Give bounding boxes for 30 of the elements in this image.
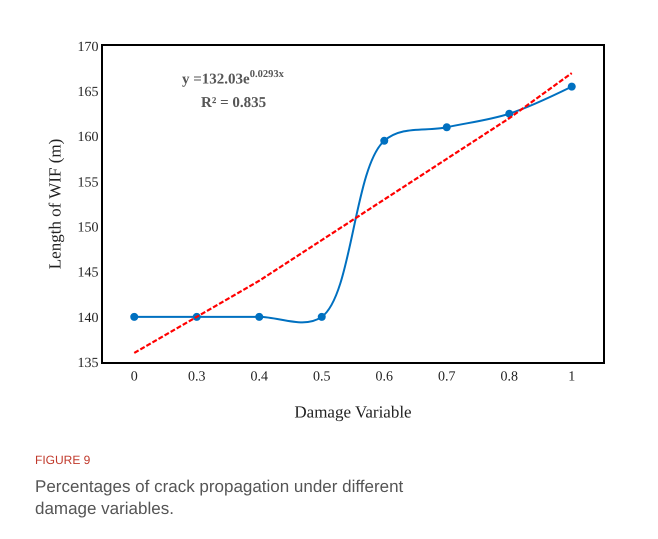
y-tick-label: 165 [77, 85, 98, 100]
point [255, 312, 264, 321]
caption: FIGURE 9 [35, 453, 91, 467]
point [380, 136, 388, 145]
point [130, 312, 138, 321]
y-tick-label: 150 [77, 220, 98, 236]
y-tick-label: 155 [77, 175, 98, 190]
y-axis-title: Length of WIF (m) [46, 138, 64, 270]
x-tick-label: 0.5 [313, 370, 330, 385]
x-tick-label: 0.7 [438, 370, 456, 385]
y-tick-label: 170 [77, 40, 98, 55]
x-tick-label: 1 [568, 370, 576, 385]
line-series [133, 72, 573, 354]
x-tick-label: 0.3 [188, 370, 206, 385]
x-axis-title: Damage Variable [294, 402, 412, 422]
y-tick-label: 135 [77, 356, 98, 371]
point [568, 82, 576, 91]
point [442, 123, 451, 132]
point [505, 110, 514, 118]
x-tick-label: 0.4 [250, 370, 268, 385]
point [318, 312, 326, 321]
y-tick-label: 140 [77, 310, 98, 326]
x-tick-label: 0.6 [376, 370, 393, 385]
x-tick-label: 0.8 [500, 370, 518, 385]
y-tick-label: 145 [77, 266, 98, 281]
annotation: R² = 0.835 [201, 95, 266, 111]
text: Percentages of crack propagation under different damage variables. [35, 477, 404, 518]
annotation: y =132.03e$^{0.0293x}$ [182, 69, 285, 88]
x-tick-label: 0 [130, 370, 138, 385]
y-tick-label: 160 [77, 130, 98, 146]
